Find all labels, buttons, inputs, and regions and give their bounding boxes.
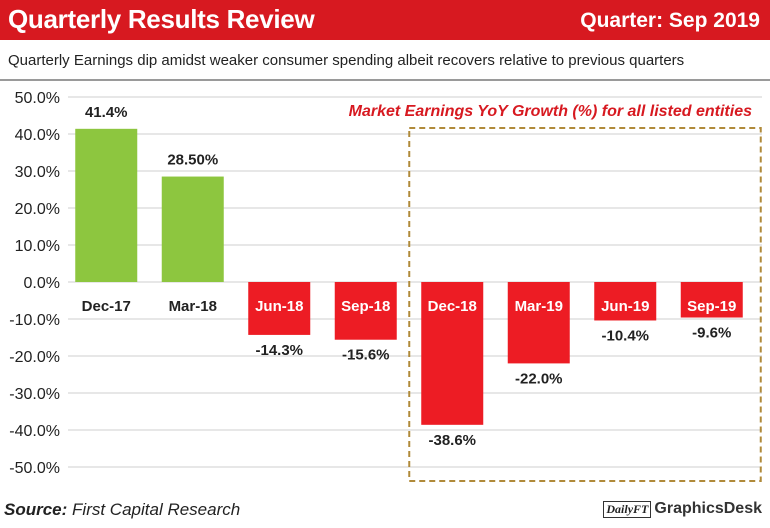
value-label: 28.50%: [167, 152, 218, 169]
y-tick-label: -30.0%: [9, 386, 60, 403]
category-label: Jun-19: [601, 298, 649, 315]
y-tick-label: -50.0%: [9, 460, 60, 477]
y-tick-label: -10.0%: [9, 312, 60, 329]
header-bar: Quarterly Results Review Quarter: Sep 20…: [0, 0, 770, 40]
y-tick-label: 0.0%: [24, 275, 60, 292]
bar-mar-19: [507, 282, 570, 364]
y-tick-label: -40.0%: [9, 423, 60, 440]
value-label: -15.6%: [342, 347, 390, 364]
source-label: Source:: [4, 500, 68, 519]
value-label: -38.6%: [428, 432, 476, 449]
bar-chart: 50.0% 40.0% 30.0% 20.0% 10.0% 0.0% -10.0% -20.0…: [9, 90, 762, 482]
page-title: Quarterly Results Review: [8, 4, 315, 34]
value-labels: 41.4% 28.50% -14.3% -15.6% -38.6% -22.0% -10.4…: [85, 104, 731, 449]
bar-dec-17: [75, 128, 138, 282]
category-label: Dec-17: [82, 298, 131, 315]
category-label: Dec-18: [428, 298, 477, 315]
bar-sep-19: [680, 282, 743, 318]
y-tick-label: 40.0%: [15, 127, 60, 144]
value-label: -14.3%: [255, 342, 303, 359]
chart-subtitle: Quarterly Earnings dip amidst weaker con…: [8, 52, 685, 69]
divider: [0, 79, 770, 81]
y-tick-label: 30.0%: [15, 164, 60, 181]
highlight-box: [408, 127, 762, 482]
source-text: First Capital Research: [72, 500, 241, 519]
bar-sep-18: [334, 282, 397, 340]
category-label: Jun-18: [255, 298, 303, 315]
category-label: Mar-18: [169, 298, 217, 315]
brand: DailyFT GraphicsDesk: [603, 498, 762, 520]
y-axis: 50.0% 40.0% 30.0% 20.0% 10.0% 0.0% -10.0% -20.0…: [9, 90, 60, 477]
footer: Source: First Capital Research DailyFT G…: [0, 496, 770, 528]
graphicsdesk-label: GraphicsDesk: [654, 500, 762, 517]
bar-dec-18: [421, 282, 484, 425]
category-label: Sep-19: [687, 298, 736, 315]
value-label: -10.4%: [601, 327, 649, 344]
bar-jun-18: [248, 282, 311, 335]
value-label: 41.4%: [85, 104, 128, 121]
dailyft-logo: DailyFT: [603, 500, 652, 518]
category-label: Mar-19: [515, 298, 563, 315]
y-tick-label: 50.0%: [15, 90, 60, 107]
value-label: -9.6%: [692, 325, 731, 342]
quarter-label: Quarter: Sep 2019: [580, 9, 760, 32]
chart-title: Market Earnings YoY Growth (%) for all l…: [349, 103, 752, 120]
bars: [75, 128, 743, 425]
source-note: Source: First Capital Research: [4, 500, 240, 520]
y-tick-label: -20.0%: [9, 349, 60, 366]
y-tick-label: 10.0%: [15, 238, 60, 255]
bar-jun-19: [594, 282, 657, 321]
value-label: -22.0%: [515, 370, 563, 387]
category-labels: Dec-17 Mar-18 Jun-18 Sep-18 Dec-18 Mar-19 Jun-…: [82, 298, 737, 315]
category-label: Sep-18: [341, 298, 390, 315]
bar-mar-18: [161, 176, 224, 282]
y-tick-label: 20.0%: [15, 201, 60, 218]
